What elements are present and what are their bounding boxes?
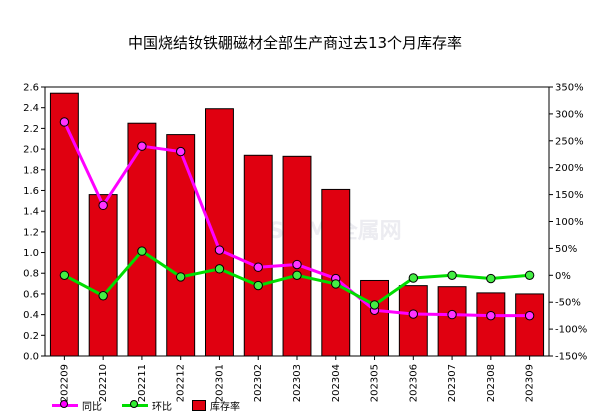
- mom-point: [369, 300, 380, 310]
- mom-point: [447, 270, 457, 280]
- yoy-point: [175, 146, 186, 157]
- x-tick-label: 202308: [486, 364, 497, 402]
- mom-point: [408, 273, 419, 283]
- bar: [282, 155, 312, 357]
- bar: [476, 292, 506, 357]
- x-tick-label: 202209: [59, 364, 70, 402]
- y-right-tick-label: -100%: [555, 325, 587, 336]
- bar: [360, 279, 389, 357]
- x-tick-label: 202305: [370, 364, 381, 402]
- x-tick-label: 202309: [525, 364, 536, 402]
- x-tick-label: 202211: [137, 364, 148, 402]
- y-left-tick-label: 0.0: [23, 352, 39, 363]
- y-left-tick-label: 1.4: [23, 207, 39, 218]
- legend-item-stock: 库存率: [192, 398, 240, 413]
- mom-point: [175, 272, 186, 282]
- yoy-point: [253, 262, 263, 272]
- legend-stock-swatch: [192, 400, 206, 411]
- y-left-tick-label: 2.2: [23, 124, 39, 135]
- x-tick-label: 202302: [253, 364, 264, 402]
- y-left-tick-label: 0.6: [23, 289, 39, 300]
- legend-label-yoy: 同比: [82, 402, 102, 413]
- x-tick-label: 202210: [98, 364, 109, 402]
- y-right-tick-label: 200%: [555, 163, 584, 174]
- y-left-tick-label: 1.8: [23, 165, 39, 176]
- mom-point: [486, 273, 496, 284]
- bar: [321, 188, 351, 357]
- mom-point: [214, 264, 225, 274]
- yoy-point: [59, 117, 70, 127]
- y-left-tick-label: 1.2: [23, 227, 39, 238]
- yoy-point: [292, 259, 302, 270]
- y-left-tick-label: 0.8: [23, 269, 39, 280]
- bar: [127, 122, 157, 357]
- bar: [243, 154, 273, 357]
- y-right-tick-label: 150%: [555, 190, 584, 201]
- y-left-tick-label: 0.2: [23, 331, 39, 342]
- mom-point: [98, 291, 108, 301]
- y-left-tick-label: 0.4: [23, 310, 39, 321]
- y-left-tick-label: 1.0: [23, 248, 39, 259]
- x-tick-label: 202304: [331, 364, 342, 402]
- bar: [88, 194, 118, 357]
- yoy-point: [486, 310, 496, 321]
- legend-label-stock: 库存率: [210, 402, 240, 413]
- y-right-tick-label: 50%: [555, 244, 577, 255]
- yoy-point: [214, 245, 225, 255]
- legend-label-mom: 环比: [152, 402, 172, 413]
- mom-point: [59, 270, 70, 280]
- yoy-point: [524, 310, 535, 321]
- bar: [166, 134, 196, 357]
- y-right-tick-label: 350%: [555, 83, 584, 94]
- x-tick-label: 202303: [292, 364, 303, 402]
- bar: [515, 293, 545, 357]
- y-left-tick-label: 2.4: [23, 103, 39, 114]
- bar: [49, 92, 79, 357]
- yoy-point: [447, 309, 457, 320]
- x-tick-label: 202306: [408, 364, 419, 402]
- legend-mom-swatch: [122, 400, 148, 408]
- x-tick-label: 202301: [214, 364, 225, 402]
- y-right-tick-label: 300%: [555, 109, 584, 120]
- y-right-tick-label: 100%: [555, 217, 584, 228]
- y-left-tick-label: 2.6: [23, 83, 39, 94]
- legend-yoy-swatch: [52, 400, 78, 408]
- mom-point: [524, 270, 535, 280]
- y-right-tick-label: -50%: [555, 298, 581, 309]
- bar: [437, 286, 467, 357]
- y-right-tick-label: 250%: [555, 136, 584, 147]
- bar: [205, 108, 234, 357]
- y-right-tick-label: 0%: [555, 271, 571, 282]
- mom-point: [292, 270, 302, 280]
- mom-point: [253, 280, 263, 291]
- mom-point: [137, 246, 147, 256]
- y-left-tick-label: 1.6: [23, 186, 39, 197]
- chart-title: 中国烧结钕铁硼磁材全部生产商过去13个月库存率: [127, 34, 463, 52]
- y-right-tick-label: -150%: [555, 352, 587, 363]
- x-tick-label: 202212: [176, 364, 187, 402]
- yoy-point: [137, 141, 147, 151]
- mom-point: [331, 279, 341, 289]
- legend-item-yoy: 同比: [52, 398, 102, 413]
- y-left-tick-label: 2.0: [23, 145, 39, 156]
- bar: [398, 285, 428, 357]
- yoy-point: [98, 200, 108, 211]
- legend-item-mom: 环比: [122, 398, 172, 413]
- x-tick-label: 202307: [447, 364, 458, 402]
- yoy-point: [408, 309, 419, 319]
